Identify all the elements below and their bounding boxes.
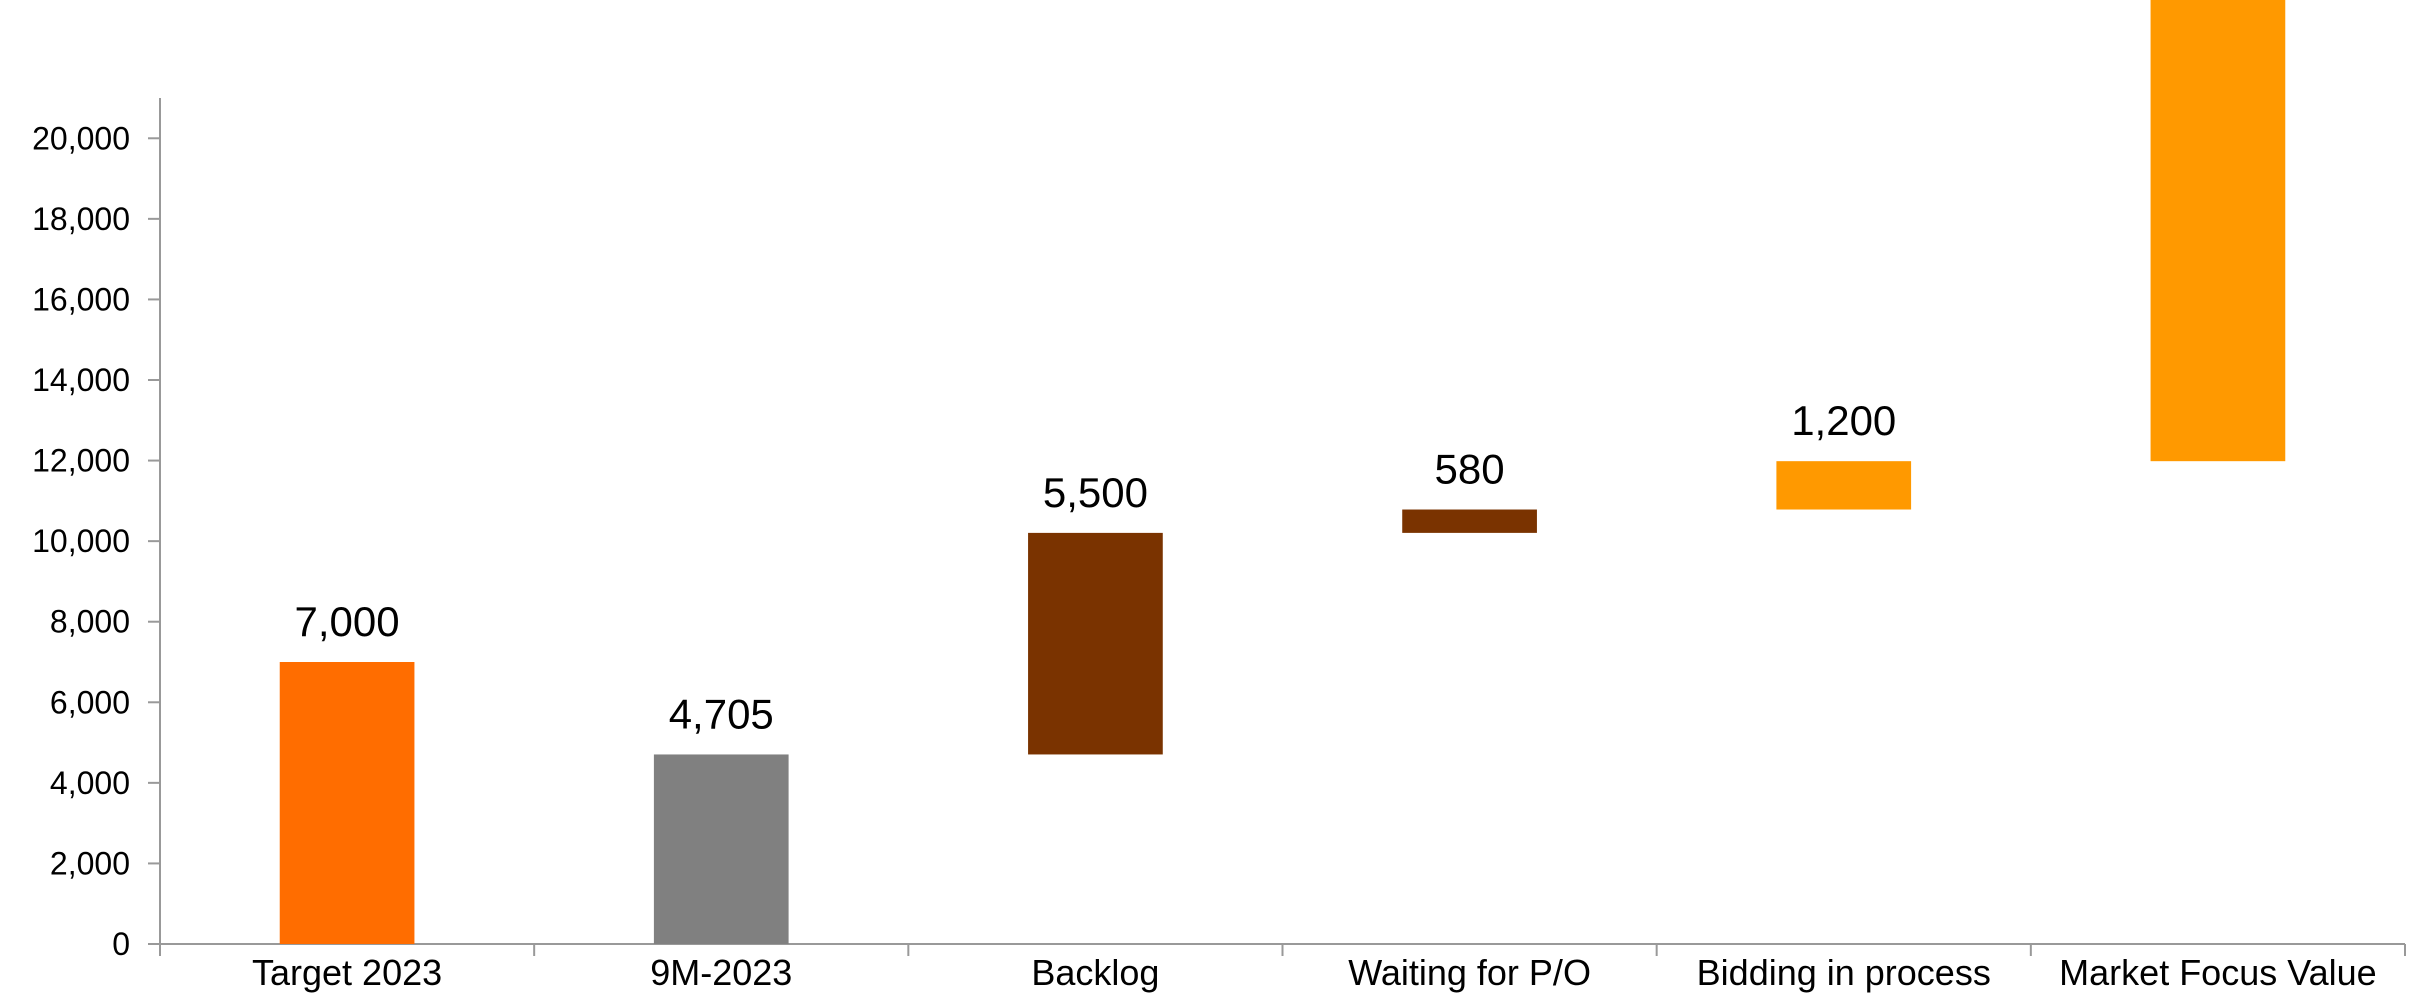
y-tick-label: 20,000 [32,120,130,156]
bars [279,0,2286,944]
bar [1028,532,1163,755]
bar [279,662,415,944]
bar [1776,461,1912,510]
data-label: 1,200 [1791,397,1896,444]
x-axis: Target 2023 9M-2023 Backlog Waiting for P/O… [159,943,2406,993]
y-tick-label: 0 [112,926,130,962]
y-tick-label: 6,000 [50,684,130,720]
data-label: 7,000 [295,598,400,645]
y-tick-label: 18,000 [32,201,130,237]
y-tick-label: 8,000 [50,604,130,640]
y-tick-label: 16,000 [32,281,130,317]
x-category-label: Backlog [1031,952,1159,993]
y-tick-label: 12,000 [32,443,130,479]
bar [2150,0,2286,462]
y-axis: 0 2,000 4,000 6,000 8,000 10,000 12,000 14,000 1… [32,98,161,962]
data-label: 4,705 [669,690,774,737]
y-tick-label: 2,000 [50,845,130,881]
bar [1402,509,1537,533]
bar [653,754,789,944]
x-category-label: Bidding in process [1697,952,1991,993]
data-label: 580 [1435,446,1505,493]
y-tick-label: 4,000 [50,765,130,801]
x-category-label: Target 2023 [252,952,442,993]
x-category-label: Market Focus Value [2059,952,2376,993]
x-category-label: 9M-2023 [650,952,792,993]
y-tick-label: 14,000 [32,362,130,398]
data-label: 5,500 [1043,469,1148,516]
x-category-label: Waiting for P/O [1348,952,1591,993]
y-tick-label: 10,000 [32,523,130,559]
